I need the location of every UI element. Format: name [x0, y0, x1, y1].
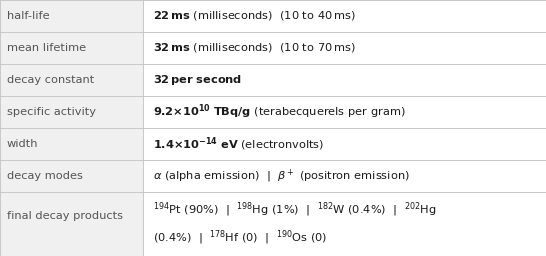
Text: $\bf{32\,per\ second}$: $\bf{32\,per\ second}$: [153, 73, 242, 87]
Text: specific activity: specific activity: [7, 107, 96, 117]
Bar: [143, 0, 546, 32]
Bar: [143, 160, 546, 192]
Text: final decay products: final decay products: [7, 211, 122, 221]
Bar: [0, 192, 143, 256]
Bar: [0, 64, 143, 96]
Text: $\bf{22\,ms}$ $\rm{(milliseconds)\ \ (10\ to\ 40\,ms)}$: $\bf{22\,ms}$ $\rm{(milliseconds)\ \ (10…: [153, 9, 356, 23]
Bar: [143, 192, 546, 256]
Text: $\rm{(0.4\%)\ \ |\ \ }$$^{178}\rm{Hf}$$\rm{\ (0)\ \ |\ \ }$$^{190}\rm{Os}$$\rm{\: $\rm{(0.4\%)\ \ |\ \ }$$^{178}\rm{Hf}$$\…: [153, 229, 327, 247]
Bar: [143, 32, 546, 64]
Bar: [143, 64, 546, 96]
Text: decay constant: decay constant: [7, 75, 94, 85]
Bar: [143, 96, 546, 128]
Text: $\it{\alpha}$$\rm{\ (alpha\ emission)\ \ |\ \ }$$\it{\beta}^+$$\rm{\ (positron\ : $\it{\alpha}$$\rm{\ (alpha\ emission)\ \…: [153, 167, 410, 185]
Text: $\bf{32\,ms}$ $\rm{(milliseconds)\ \ (10\ to\ 70\,ms)}$: $\bf{32\,ms}$ $\rm{(milliseconds)\ \ (10…: [153, 41, 356, 55]
Bar: [0, 160, 143, 192]
Text: $^{194}\rm{Pt}$$\rm{\ (90\%)\ \ |\ \ }$$^{198}\rm{Hg}$$\rm{\ (1\%)\ \ |\ \ }$$^{: $^{194}\rm{Pt}$$\rm{\ (90\%)\ \ |\ \ }$$…: [153, 201, 436, 219]
Text: width: width: [7, 139, 38, 149]
Bar: [0, 128, 143, 160]
Text: mean lifetime: mean lifetime: [7, 43, 86, 53]
Bar: [143, 128, 546, 160]
Text: half-life: half-life: [7, 11, 49, 21]
Bar: [0, 32, 143, 64]
Text: decay modes: decay modes: [7, 171, 82, 181]
Bar: [0, 0, 143, 32]
Text: $\bf{9.2{\times}10^{10}\ TBq/g}$ $\rm{(terabecquerels\ per\ gram)}$: $\bf{9.2{\times}10^{10}\ TBq/g}$ $\rm{(t…: [153, 103, 406, 121]
Bar: [0, 96, 143, 128]
Text: $\bf{1.4{\times}10^{-14}\ eV}$ $\rm{(electronvolts)}$: $\bf{1.4{\times}10^{-14}\ eV}$ $\rm{(ele…: [153, 135, 324, 153]
